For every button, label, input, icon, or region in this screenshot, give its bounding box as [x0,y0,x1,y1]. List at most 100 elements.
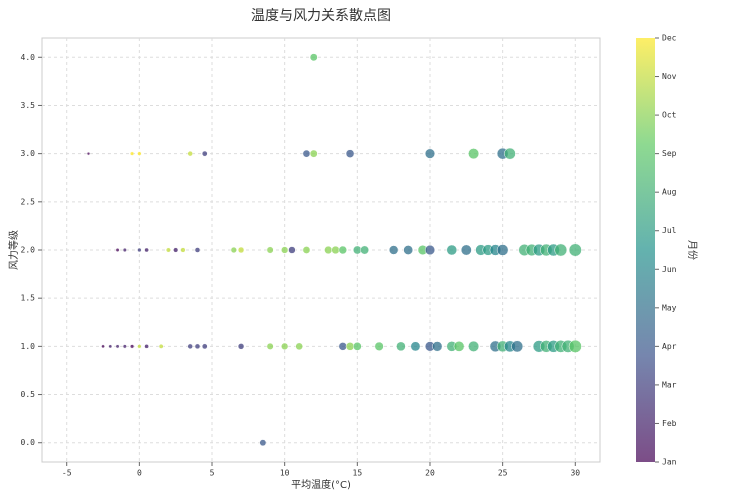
colorbar-tick-label: Sep [662,149,677,158]
colorbar [636,38,655,462]
point [187,150,193,157]
point [403,245,414,255]
y-tick-label: 1.5 [21,294,36,303]
point [338,245,348,255]
point [266,342,274,350]
colorbar-tick-label: Apr [662,342,677,351]
point [122,344,127,349]
point [194,247,201,253]
y-tick-label: 4.0 [21,53,36,62]
point [446,244,458,256]
x-axis-label: 平均温度(°C) [291,478,351,491]
point [568,339,582,353]
y-tick-label: 0.5 [21,390,36,399]
colorbar-tick-label: Jul [662,226,677,235]
x-tick-label: 5 [210,469,215,478]
y-tick-label: 1.0 [21,342,36,351]
point [201,150,208,157]
y-tick-label: 0.0 [21,438,36,447]
point [194,343,201,350]
point [86,151,91,156]
point [345,342,355,351]
colorbar-tick-label: Dec [662,34,677,43]
point [288,246,296,254]
colorbar-tick-label: Aug [662,188,677,197]
y-axis-label: 风力等级 [7,230,20,270]
x-tick-label: 30 [570,469,580,478]
colorbar-label: 月份 [686,240,698,260]
x-tick-label: 25 [498,469,508,478]
y-tick-label: 3.5 [21,101,36,110]
point [302,149,311,158]
point [180,247,186,253]
point [504,147,516,160]
point [468,340,480,352]
colorbar-tick-label: Nov [662,72,677,81]
point [360,245,370,255]
y-tick-label: 3.0 [21,149,36,158]
point [115,344,120,349]
point [432,341,443,352]
point [424,244,436,256]
point [108,344,113,349]
point [122,247,127,253]
y-tick-label: 2.0 [21,246,36,255]
point [137,344,142,349]
point [115,248,120,252]
colorbar-tick-label: May [662,303,677,312]
point [237,246,245,254]
point [468,148,480,160]
colorbar-tick-label: Oct [662,111,677,120]
point [173,247,179,253]
point [568,243,582,257]
chart-title: 温度与风力关系散点图 [251,8,391,24]
point [137,247,142,253]
colorbar-tick-label: Jan [662,458,677,467]
point [511,340,524,353]
point [496,244,509,256]
point [281,342,289,351]
point [410,341,421,352]
point [201,343,208,350]
point [144,344,149,349]
colorbar-tick-label: Jun [662,265,677,274]
point [424,148,436,159]
colorbar-tick-label: Mar [662,380,677,389]
point [187,343,193,350]
point [302,246,311,254]
point [266,246,274,254]
point [388,245,399,255]
point [309,149,318,158]
x-tick-label: 20 [425,469,435,478]
point [281,246,289,254]
x-tick-label: 10 [280,469,290,478]
point [230,246,237,254]
x-tick-label: 0 [137,469,142,478]
point [554,243,568,257]
point [374,341,384,351]
point [237,343,245,350]
point [309,53,318,62]
point [331,245,340,255]
point [165,247,171,253]
y-tick-label: 2.5 [21,197,36,206]
point [453,341,465,352]
point [137,151,142,156]
x-tick-label: 15 [353,469,363,478]
point [129,344,135,349]
point [396,341,406,352]
point [144,247,149,253]
point [460,244,472,256]
point [158,343,164,349]
point [101,344,105,349]
point [259,439,267,447]
point [295,342,303,351]
point [324,245,333,255]
point [129,151,135,156]
point [345,149,355,158]
x-tick-label: -5 [62,469,72,478]
point [338,342,348,351]
colorbar-tick-label: Feb [662,419,677,428]
point [352,342,362,351]
